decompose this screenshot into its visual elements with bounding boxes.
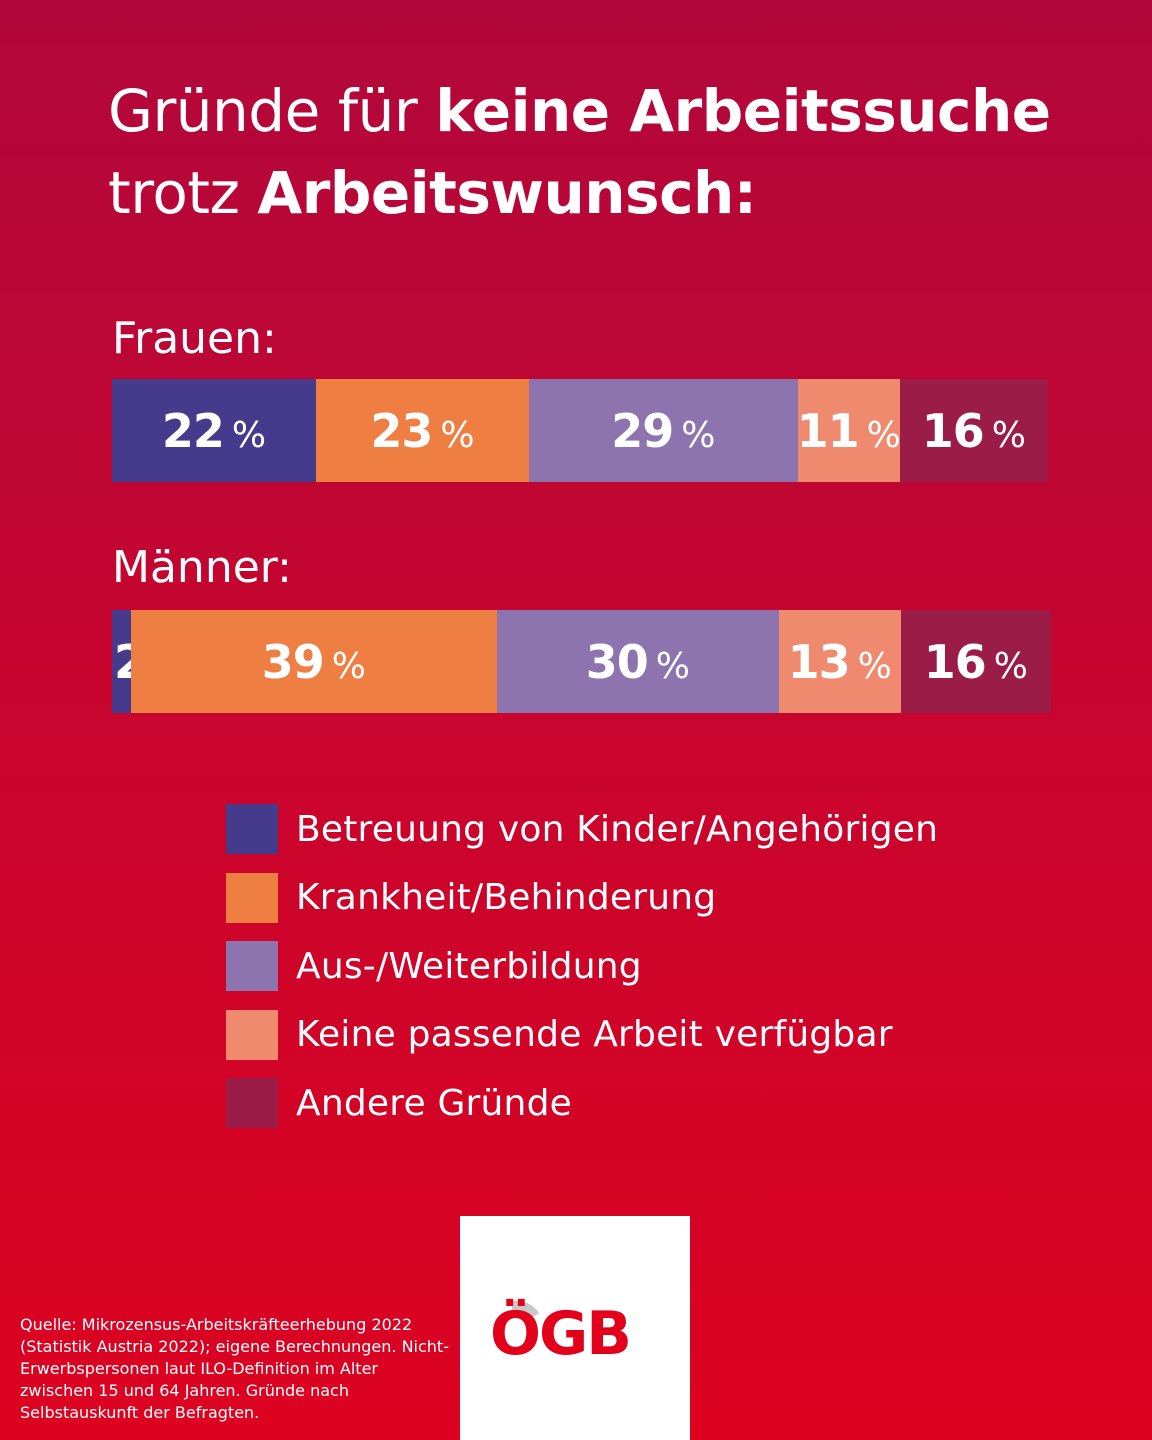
data-label-value: 16 xyxy=(923,634,987,689)
data-label-unit: % xyxy=(231,414,267,456)
data-label-value: 16 xyxy=(921,403,985,458)
data-label-value: 11 xyxy=(796,403,860,458)
legend-swatch xyxy=(226,1078,278,1128)
stacked-bar-maenner: 2%39%30%13%16% xyxy=(112,610,1051,713)
legend-swatch xyxy=(226,941,278,991)
data-label-unit: % xyxy=(681,414,716,456)
group-label-maenner: Männer: xyxy=(112,542,292,593)
legend-item: Andere Gründe xyxy=(226,1078,938,1128)
legend-label: Betreuung von Kinder/Angehörigen xyxy=(296,808,939,850)
group-label-frauen: Frauen: xyxy=(112,313,277,364)
bar-segment-frauen-0: 22% xyxy=(112,379,316,482)
data-label: 30% xyxy=(586,635,690,689)
legend-swatch xyxy=(226,1009,278,1060)
stacked-bar-frauen: 22% 23% 29% 11% 16% xyxy=(112,379,1048,482)
data-label-unit: % xyxy=(993,645,1028,687)
data-label-value: 23 xyxy=(370,403,433,458)
legend-swatch xyxy=(226,804,278,854)
bar-segment-frauen-3: 11% xyxy=(797,379,901,482)
bar-segment-maenner-4: 16% xyxy=(900,610,1051,713)
data-label: 16% xyxy=(924,635,1028,689)
legend-swatch xyxy=(226,872,278,923)
legend-item: Aus-/Weiterbildung xyxy=(226,941,938,991)
data-label: 16% xyxy=(922,404,1026,458)
legend-label: Aus-/Weiterbildung xyxy=(296,945,642,987)
data-label: 29% xyxy=(611,404,715,458)
bar-segment-frauen-4: 16% xyxy=(899,379,1048,482)
bar-segment-frauen-1: 23% xyxy=(315,379,530,482)
svg-text:ÖGB: ÖGB xyxy=(490,1298,630,1363)
data-label-unit: % xyxy=(331,645,366,687)
oegb-logo-mark: ÖGB xyxy=(490,1298,632,1363)
legend-label: Krankheit/Behinderung xyxy=(296,877,717,918)
legend-label: Keine passende Arbeit verfügbar xyxy=(296,1014,893,1055)
data-label: 39% xyxy=(262,635,366,689)
chart-title: Gründe für keine Arbeitssuche trotz Arbe… xyxy=(108,77,1051,227)
bar-segment-maenner-2: 30% xyxy=(496,610,779,713)
data-label-value: 13 xyxy=(787,634,851,689)
data-label-unit: % xyxy=(866,414,901,456)
data-label: 11% xyxy=(797,404,901,458)
data-label-unit: % xyxy=(440,414,475,456)
data-label-unit: % xyxy=(991,414,1026,456)
legend-item: Betreuung von Kinder/Angehörigen xyxy=(226,804,938,854)
data-label-value: 22 xyxy=(161,403,225,458)
data-label-unit: % xyxy=(655,645,690,687)
data-label-value: 29 xyxy=(611,403,674,458)
bar-segment-maenner-1: 39% xyxy=(130,610,497,713)
data-label-unit: % xyxy=(857,645,892,687)
source-note: Quelle: Mikrozensus-Arbeitskräfteerhebun… xyxy=(20,1315,449,1422)
bar-segment-frauen-2: 29% xyxy=(529,379,798,482)
data-label-value: 39 xyxy=(261,634,325,689)
data-label: 23% xyxy=(370,404,474,458)
data-label: 22% xyxy=(162,404,266,458)
legend-item: Krankheit/Behinderung xyxy=(226,872,938,923)
bar-segment-maenner-3: 13% xyxy=(778,610,901,713)
legend-item: Keine passende Arbeit verfügbar xyxy=(226,1009,938,1060)
oegb-logo: ÖGB xyxy=(460,1216,690,1440)
legend-label: Andere Gründe xyxy=(296,1082,572,1124)
chart-legend: Betreuung von Kinder/Angehörigen Krankhei… xyxy=(226,804,938,1147)
data-label: 13% xyxy=(788,635,892,689)
bar-segment-maenner-0: 2% xyxy=(112,610,187,713)
data-label-value: 30 xyxy=(585,634,649,689)
